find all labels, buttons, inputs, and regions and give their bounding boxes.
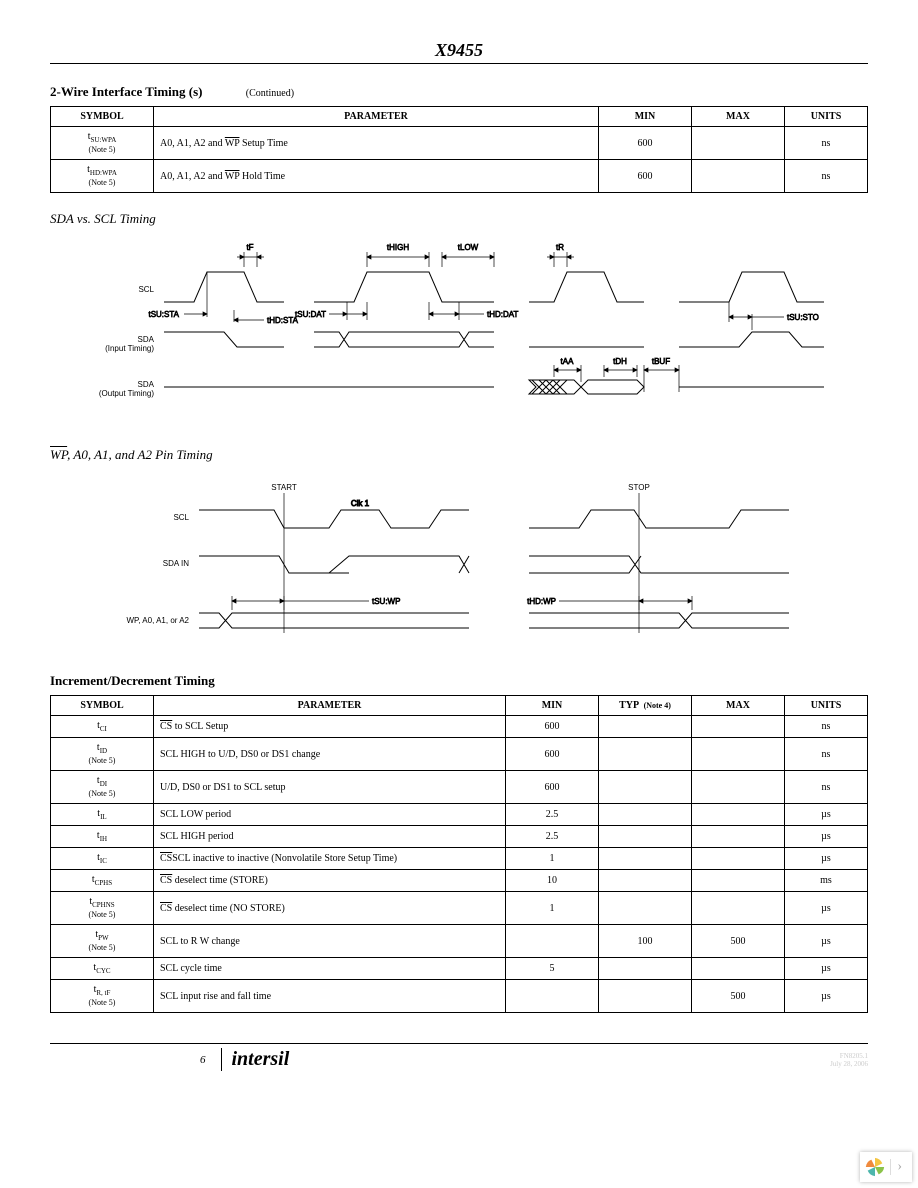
diagram2: START STOP SCL Clk 1 SDA IN WP, A0, A1, …: [50, 478, 868, 648]
svg-text:Clk 1: Clk 1: [351, 499, 370, 508]
svg-text:tHD:WP: tHD:WP: [527, 597, 556, 606]
table1-heading: 2-Wire Interface Timing (s) (Continued): [50, 84, 868, 100]
windmill-icon: [864, 1156, 886, 1178]
t2-col-typ: TYP (Note 4): [599, 696, 692, 716]
svg-text:STOP: STOP: [628, 483, 650, 492]
svg-text:(Input Timing): (Input Timing): [105, 344, 154, 353]
svg-text:tDH: tDH: [613, 357, 627, 366]
svg-text:tHIGH: tHIGH: [387, 243, 409, 252]
chevron-right-icon[interactable]: ›: [890, 1159, 908, 1175]
table1-continued: (Continued): [246, 88, 294, 99]
svg-text:SDA: SDA: [138, 380, 155, 389]
t1-col-max: MAX: [692, 107, 785, 127]
svg-text:tHD:DAT: tHD:DAT: [487, 310, 519, 319]
svg-text:tBUF: tBUF: [652, 357, 670, 366]
t2-col-param: PARAMETER: [154, 696, 506, 716]
svg-text:SDA: SDA: [138, 335, 155, 344]
t2-col-symbol: SYMBOL: [51, 696, 154, 716]
svg-text:tAA: tAA: [561, 357, 575, 366]
table-row: tCPHNS(Note 5)CS deselect time (NO STORE…: [51, 892, 868, 925]
svg-text:(Output Timing): (Output Timing): [99, 389, 154, 398]
doc-title: X9455: [50, 40, 868, 61]
page-number: 6: [200, 1054, 206, 1066]
table-row: tCPHSCS deselect time (STORE)10ms: [51, 870, 868, 892]
table-row: tDI(Note 5)U/D, DS0 or DS1 to SCL setup6…: [51, 771, 868, 804]
table1: SYMBOL PARAMETER MIN MAX UNITS tSU:WPA(N…: [50, 106, 868, 193]
table-row: tICCSSCL inactive to inactive (Nonvolati…: [51, 848, 868, 870]
table2: SYMBOL PARAMETER MIN TYP (Note 4) MAX UN…: [50, 695, 868, 1013]
t1-col-min: MIN: [599, 107, 692, 127]
svg-text:tF: tF: [246, 243, 253, 252]
svg-text:tLOW: tLOW: [458, 243, 479, 252]
t2-col-min: MIN: [506, 696, 599, 716]
svg-text:SCL: SCL: [138, 285, 154, 294]
table-row: tIHSCL HIGH period2.5µs: [51, 826, 868, 848]
table-row: tSU:WPA(Note 5)A0, A1, A2 and WP Setup T…: [51, 127, 868, 160]
svg-text:START: START: [271, 483, 297, 492]
diagram1-heading: SDA vs. SCL Timing: [50, 211, 868, 227]
svg-text:tSU:WP: tSU:WP: [372, 597, 400, 606]
brand-logo: intersil: [221, 1048, 290, 1071]
t1-col-units: UNITS: [785, 107, 868, 127]
svg-text:tSU:STO: tSU:STO: [787, 313, 819, 322]
svg-text:WP, A0, A1, or A2: WP, A0, A1, or A2: [126, 616, 189, 625]
table1-heading-text: 2-Wire Interface Timing (s): [50, 84, 203, 99]
table-row: tCICS to SCL Setup600ns: [51, 716, 868, 738]
footer-meta: FN8205.1July 28, 2006: [830, 1052, 868, 1068]
diagram2-heading-rest: , A0, A1, and A2 Pin Timing: [67, 447, 213, 462]
table-row: tILSCL LOW period2.5µs: [51, 804, 868, 826]
t2-col-max: MAX: [692, 696, 785, 716]
table-row: tR, tF(Note 5)SCL input rise and fall ti…: [51, 980, 868, 1013]
footer: 6 intersil FN8205.1July 28, 2006: [50, 1043, 868, 1071]
t2-col-units: UNITS: [785, 696, 868, 716]
svg-text:tR: tR: [556, 243, 564, 252]
t1-col-symbol: SYMBOL: [51, 107, 154, 127]
svg-text:SDA IN: SDA IN: [163, 559, 189, 568]
svg-text:tSU:DAT: tSU:DAT: [295, 310, 326, 319]
table2-heading: Increment/Decrement Timing: [50, 673, 868, 689]
t1-col-param: PARAMETER: [154, 107, 599, 127]
table-row: tPW(Note 5)SCL to R W change100500µs: [51, 925, 868, 958]
title-rule: [50, 63, 868, 64]
svg-text:tHD:STA: tHD:STA: [267, 316, 299, 325]
svg-text:tSU:STA: tSU:STA: [148, 310, 179, 319]
svg-text:SCL: SCL: [173, 513, 189, 522]
corner-widget[interactable]: ›: [860, 1152, 912, 1182]
diagram2-heading: WP, A0, A1, and A2 Pin Timing: [50, 447, 868, 463]
table-row: tID(Note 5)SCL HIGH to U/D, DS0 or DS1 c…: [51, 738, 868, 771]
table-row: tHD:WPA(Note 5)A0, A1, A2 and WP Hold Ti…: [51, 160, 868, 193]
diagram2-heading-over: WP: [50, 447, 67, 462]
table-row: tCYCSCL cycle time5µs: [51, 958, 868, 980]
diagram1: SCL tF tHIGH tLOW: [50, 242, 868, 422]
